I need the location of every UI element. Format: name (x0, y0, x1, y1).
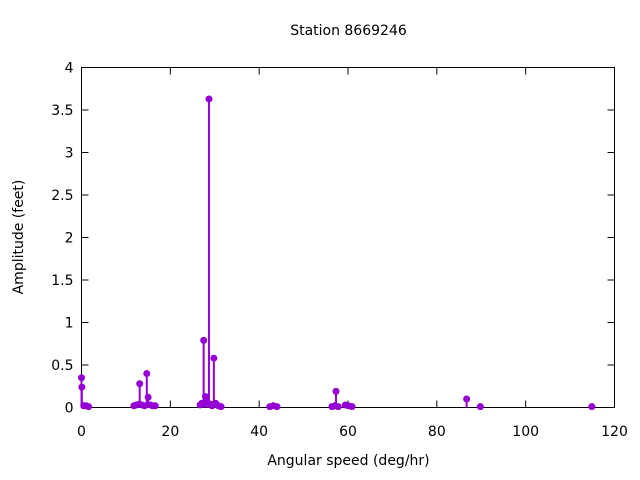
data-point (210, 354, 218, 362)
data-point (588, 403, 596, 411)
data-point (332, 387, 340, 395)
y-tick-label: 0.5 (51, 358, 73, 374)
y-tick-label: 3 (65, 146, 74, 162)
data-point (136, 380, 144, 388)
y-axis-ticks: 0 0.5 1 1.5 2 2.5 3 3.5 4 (51, 61, 615, 417)
data-point (205, 95, 213, 103)
data-point (200, 336, 208, 344)
x-axis-label: Angular speed (deg/hr) (267, 453, 430, 469)
chart-title: Station 8669246 (290, 23, 407, 39)
data-point (273, 403, 281, 411)
y-tick-label: 1.5 (51, 273, 73, 289)
x-tick-label: 120 (601, 424, 628, 440)
x-tick-label: 60 (339, 424, 357, 440)
x-tick-label: 0 (77, 424, 86, 440)
data-point (151, 402, 159, 410)
y-tick-label: 2.5 (51, 188, 73, 204)
y-tick-label: 1 (65, 316, 74, 332)
data-point (141, 402, 149, 410)
data-point (476, 403, 484, 411)
data-point (201, 392, 209, 400)
y-tick-label: 3.5 (51, 103, 73, 119)
data-point (217, 403, 225, 411)
y-tick-label: 0 (65, 401, 74, 417)
data-point (143, 370, 151, 377)
data-point (348, 403, 356, 411)
data-point (78, 374, 85, 382)
data-series (78, 95, 596, 411)
y-axis-label: Amplitude (feet) (11, 179, 27, 295)
x-tick-label: 40 (250, 424, 268, 440)
x-axis-ticks: 0 20 40 60 80 100 120 (77, 67, 628, 440)
x-tick-label: 80 (428, 424, 446, 440)
y-tick-label: 2 (65, 231, 74, 247)
data-point (334, 403, 342, 411)
data-point (144, 393, 152, 401)
plot-border (81, 67, 615, 408)
y-tick-label: 4 (65, 61, 74, 77)
x-tick-label: 20 (161, 424, 179, 440)
x-tick-label: 100 (512, 424, 539, 440)
data-point (463, 395, 471, 403)
data-point (85, 403, 93, 411)
data-point (78, 383, 86, 391)
